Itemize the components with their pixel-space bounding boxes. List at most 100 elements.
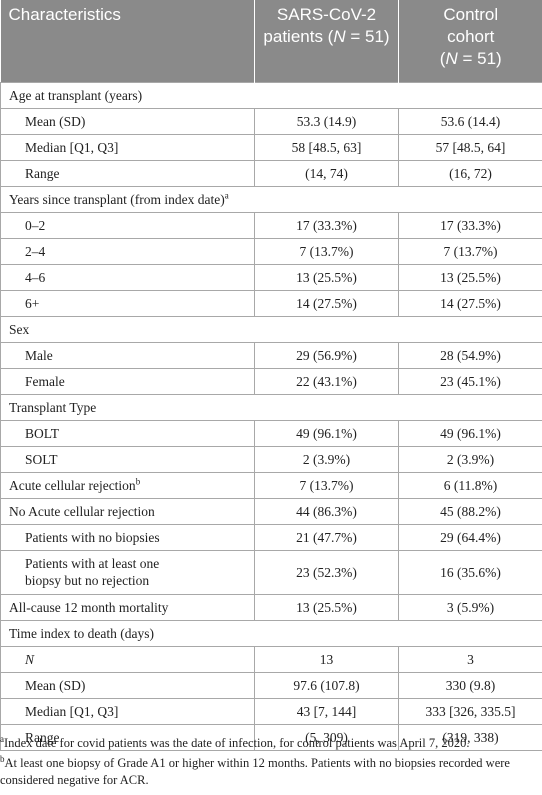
row-label: Median [Q1, Q3] [0,697,255,725]
row-label: N [0,645,255,673]
table-row: 2–4 7 (13.7%) 7 (13.7%) [0,237,542,265]
row-label: Acute cellular rejectionb [0,471,255,499]
control-value: 333 [326, 335.5] [398,697,542,725]
table-row: BOLT 49 (96.1%) 49 (96.1%) [0,419,542,447]
sars-value: 43 [7, 144] [254,697,399,725]
sars-value: 49 (96.1%) [254,419,399,447]
header-sars-cov-2: SARS-CoV-2 patients (N = 51) [254,0,399,82]
row-label: Mean (SD) [0,107,255,135]
table-row: N 13 3 [0,645,542,673]
control-value: 16 (35.6%) [398,549,542,595]
row-label: Mean (SD) [0,671,255,699]
footnote-mark-b: b [135,476,141,486]
control-value: 14 (27.5%) [398,289,542,317]
section-row-transplant-type: Transplant Type [0,393,542,421]
sars-value: 2 (3.9%) [254,445,399,473]
table-row: SOLT 2 (3.9%) 2 (3.9%) [0,445,542,473]
table-row: Patients with no biopsies 21 (47.7%) 29 … [0,523,542,551]
row-label: Patients with at least one biopsy but no … [0,549,255,595]
sars-value: 13 [254,645,399,673]
row-label: Patients with no biopsies [0,523,255,551]
header-sars-line2a: patients ( [263,27,334,46]
control-value: 3 (5.9%) [398,593,542,621]
sars-value: 97.6 (107.8) [254,671,399,699]
footnote-a-mark: a [0,733,4,744]
sars-value: 14 (27.5%) [254,289,399,317]
table-row: No Acute cellular rejection 44 (86.3%) 4… [0,497,542,525]
control-value: 2 (3.9%) [398,445,542,473]
row-label: Range [0,723,255,751]
control-value: 45 (88.2%) [398,497,542,525]
sars-value: 21 (47.7%) [254,523,399,551]
table-row: Patients with at least one biopsy but no … [0,549,542,595]
sars-value: 44 (86.3%) [254,497,399,525]
section-row-age: Age at transplant (years) [0,81,542,109]
sars-value: 7 (13.7%) [254,237,399,265]
sars-value: 13 (25.5%) [254,263,399,291]
header-sars-line1: SARS-CoV-2 [276,5,377,24]
row-label: SOLT [0,445,255,473]
section-row-time-to-death: Time index to death (days) [0,619,542,647]
control-value: 49 (96.1%) [398,419,542,447]
control-value: 29 (64.4%) [398,523,542,551]
table-row: Median [Q1, Q3] 43 [7, 144] 333 [326, 33… [0,697,542,725]
footnote-mark-a: a [224,190,229,200]
sars-value: 22 (43.1%) [254,367,399,395]
control-value: 7 (13.7%) [398,237,542,265]
table-row: Median [Q1, Q3] 58 [48.5, 63] 57 [48.5, … [0,133,542,161]
sars-value: 13 (25.5%) [254,593,399,621]
section-label: Years since transplant (from index date)… [0,185,542,213]
sars-value: (14, 74) [254,159,399,187]
header-sars-line2b: = 51) [345,27,390,46]
header-control-line3b: = 51) [457,49,502,68]
control-value: 28 (54.9%) [398,341,542,369]
control-value: 3 [398,645,542,673]
table-row: 6+ 14 (27.5%) 14 (27.5%) [0,289,542,317]
characteristics-table: Characteristics SARS-CoV-2 patients (N =… [0,0,542,751]
table-row: Male 29 (56.9%) 28 (54.9%) [0,341,542,369]
header-characteristics-label: Characteristics [8,5,121,24]
section-label-text: Years since transplant (from index date) [9,191,225,207]
header-row: Characteristics SARS-CoV-2 patients (N =… [0,0,542,82]
header-sars-n: N [333,27,346,46]
row-label-line1: Patients with at least one [25,556,160,571]
table-row: Range (5, 309) (319, 338) [0,723,542,751]
row-label: Female [0,367,255,395]
table-row: 0–2 17 (33.3%) 17 (33.3%) [0,211,542,239]
section-label: Time index to death (days) [0,619,542,647]
row-label: 4–6 [0,263,255,291]
footnote-a-text: Index date for covid patients was the da… [4,736,470,750]
control-value: 23 (45.1%) [398,367,542,395]
row-label: 6+ [0,289,255,317]
row-label: 2–4 [0,237,255,265]
row-label-line2: biopsy but no rejection [25,573,150,588]
header-control-line1: Control [443,5,499,24]
section-label: Age at transplant (years) [0,81,542,109]
control-value: 53.6 (14.4) [398,107,542,135]
footnote-b-text: At least one biopsy of Grade A1 or highe… [0,756,510,787]
section-row-sex: Sex [0,315,542,343]
sars-value: 29 (56.9%) [254,341,399,369]
header-characteristics: Characteristics [0,0,255,82]
control-value: (16, 72) [398,159,542,187]
row-label-text: Acute cellular rejection [9,477,136,493]
table-row: Range (14, 74) (16, 72) [0,159,542,187]
sars-value: 53.3 (14.9) [254,107,399,135]
footnote-b-mark: b [0,753,5,764]
control-value: 13 (25.5%) [398,263,542,291]
table-row: 4–6 13 (25.5%) 13 (25.5%) [0,263,542,291]
section-label: Transplant Type [0,393,542,421]
header-control-open: ( [439,49,446,68]
control-value: 330 (9.8) [398,671,542,699]
row-label: BOLT [0,419,255,447]
footnotes: aIndex date for covid patients was the d… [0,733,542,789]
row-label: All-cause 12 month mortality [0,593,255,621]
row-label: Median [Q1, Q3] [0,133,255,161]
header-control-line2: cohort [447,27,495,46]
control-value: (319, 338) [398,723,542,751]
row-label: 0–2 [0,211,255,239]
control-value: 17 (33.3%) [398,211,542,239]
footnote-b: bAt least one biopsy of Grade A1 or high… [0,753,542,789]
header-control: Control cohort (N = 51) [398,0,542,82]
header-control-n: N [445,49,458,68]
